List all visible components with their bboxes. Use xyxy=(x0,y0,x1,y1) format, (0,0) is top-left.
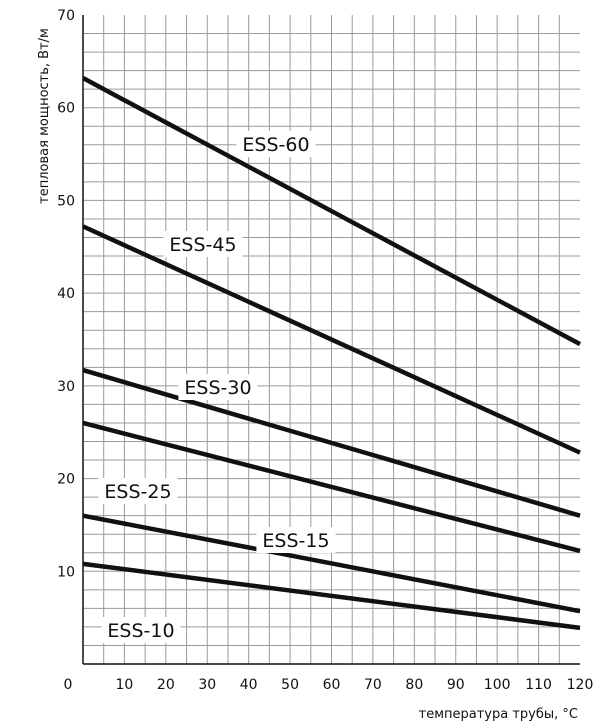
x-tick-label: 120 xyxy=(567,677,594,693)
series-label-ess-30: ESS-30 xyxy=(178,374,258,400)
series-line-ess-45 xyxy=(82,224,581,455)
chart-grid xyxy=(83,15,580,664)
x-tick-label: 30 xyxy=(198,677,216,693)
series-label-background xyxy=(236,131,316,157)
series-label-background xyxy=(256,527,336,553)
y-axis-title: тепловая мощность, Вт/м xyxy=(37,28,52,204)
series-line-ess-15 xyxy=(82,513,581,614)
series-label-background xyxy=(98,478,178,504)
x-tick-label: 10 xyxy=(116,677,134,693)
y-tick-label: 70 xyxy=(57,8,75,24)
series-label-background xyxy=(163,231,243,257)
x-axis-title: температура трубы, °C xyxy=(419,707,578,722)
series-line-ess-25 xyxy=(82,420,581,554)
series-label-text: ESS-60 xyxy=(242,134,309,156)
series-label-text: ESS-25 xyxy=(104,481,171,503)
x-tick-label: 60 xyxy=(323,677,341,693)
series-line-ess-10 xyxy=(82,561,581,631)
x-tick-label: 40 xyxy=(240,677,258,693)
x-tick-label: 20 xyxy=(157,677,175,693)
series-label-ess-15: ESS-15 xyxy=(256,527,336,553)
x-tick-label: 50 xyxy=(281,677,299,693)
y-tick-label: 10 xyxy=(57,564,75,580)
series-label-text: ESS-30 xyxy=(184,377,251,399)
y-tick-label: 50 xyxy=(57,193,75,209)
series-label-ess-10: ESS-10 xyxy=(101,617,181,643)
series-labels: ESS-60 ESS-45 ESS-30 ESS-25 ESS-15 ESS-10 xyxy=(98,131,336,643)
series-label-text: ESS-10 xyxy=(107,620,174,642)
y-tick-label: 20 xyxy=(57,472,75,488)
y-tick-label: 40 xyxy=(57,286,75,302)
series-line-ess-60 xyxy=(81,76,582,347)
series-label-ess-45: ESS-45 xyxy=(163,231,243,257)
series-label-text: ESS-15 xyxy=(262,530,329,552)
x-tick-label: 70 xyxy=(364,677,382,693)
series-label-background xyxy=(178,374,258,400)
chart-axes xyxy=(82,15,580,665)
x-tick-label: 90 xyxy=(447,677,465,693)
x-tick-label: 110 xyxy=(525,677,552,693)
x-tick-label: 80 xyxy=(405,677,423,693)
series-label-ess-60: ESS-60 xyxy=(236,131,316,157)
y-tick-label: 30 xyxy=(57,379,75,395)
y-tick-label: 60 xyxy=(57,101,75,117)
series-label-background xyxy=(101,617,181,643)
tick-labels: 0 10 20 30 40 50 60 70 80 90 100 110 120 10 20 30 40 50 60… xyxy=(57,8,593,693)
series-line-ess-30 xyxy=(82,367,581,518)
series-lines xyxy=(81,76,582,631)
x-tick-label: 0 xyxy=(64,677,73,693)
x-tick-label: 100 xyxy=(484,677,511,693)
series-label-ess-25: ESS-25 xyxy=(98,478,178,504)
series-label-text: ESS-45 xyxy=(169,234,236,256)
